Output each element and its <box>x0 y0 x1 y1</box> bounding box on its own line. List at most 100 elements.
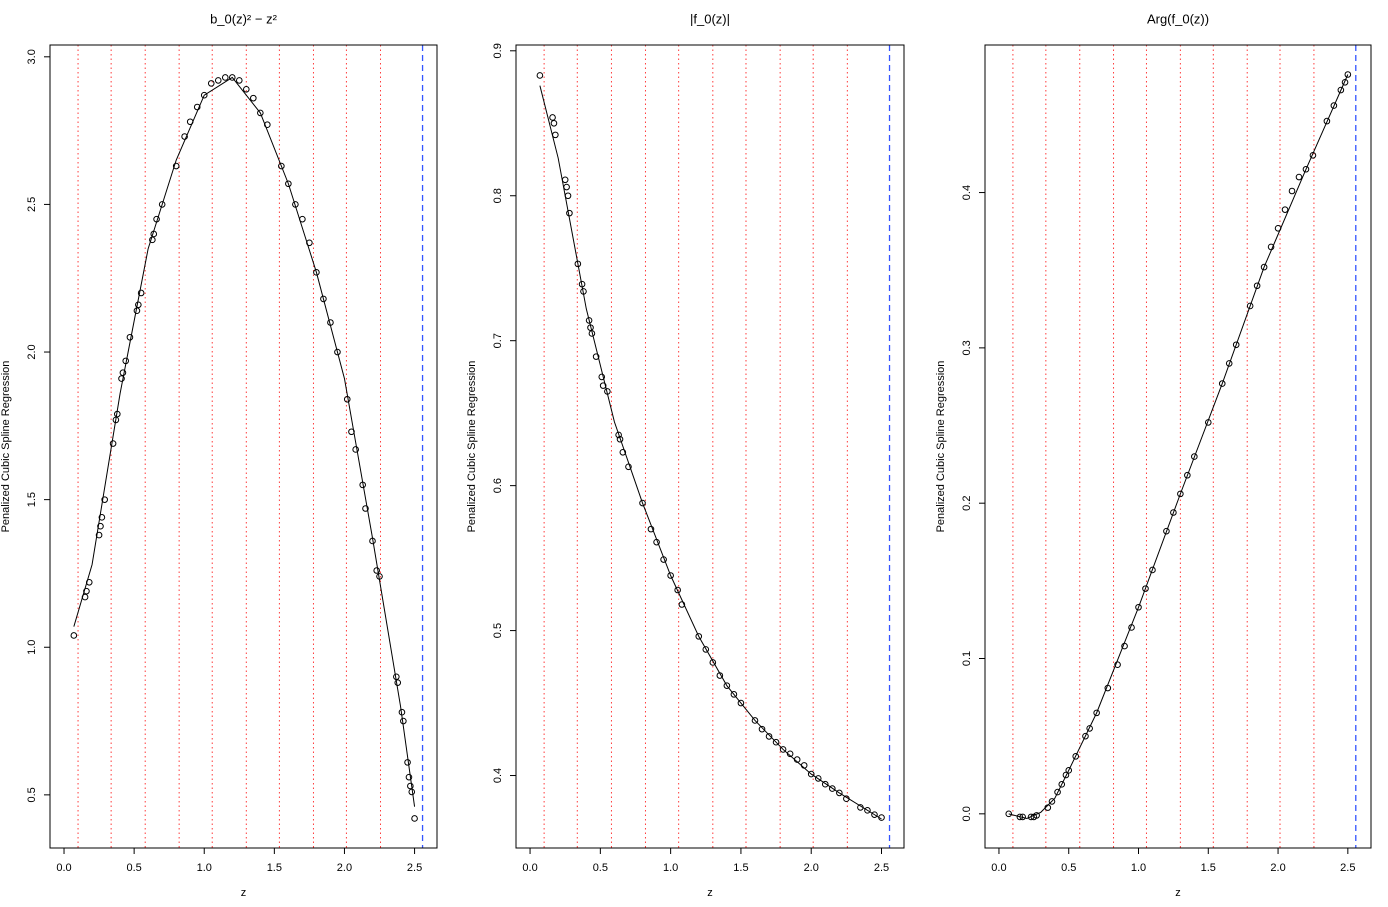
data-point <box>793 756 801 763</box>
data-point <box>235 77 243 84</box>
data-point <box>200 91 208 99</box>
fit-line <box>73 76 416 807</box>
data-point <box>313 269 320 276</box>
data-point <box>1149 566 1156 574</box>
data-point <box>250 94 257 102</box>
data-point <box>119 369 127 376</box>
y-tick-label: 1.5 <box>26 492 38 507</box>
data-point <box>737 699 745 707</box>
data-point <box>228 74 236 81</box>
fit-line <box>1008 74 1349 820</box>
data-point <box>411 815 418 822</box>
x-axis-label: z <box>1175 887 1181 899</box>
data-point <box>1218 380 1226 387</box>
data-point <box>871 811 878 818</box>
data-point <box>327 319 334 326</box>
data-point <box>1065 767 1073 774</box>
data-point <box>1062 771 1070 779</box>
data-point <box>1184 471 1191 479</box>
y-axis-label: Penalized Cubic Spline Regression <box>466 361 478 533</box>
data-point <box>758 725 766 733</box>
data-point <box>352 446 359 453</box>
data-point <box>563 183 570 191</box>
x-tick-label: 1.0 <box>663 862 678 874</box>
x-tick-label: 0.0 <box>991 862 1006 874</box>
data-point <box>1191 453 1198 460</box>
data-point <box>821 780 829 788</box>
data-point <box>376 573 383 580</box>
chart-title: |f_0(z)| <box>690 11 730 26</box>
data-point <box>779 746 787 753</box>
x-tick-label: 2.0 <box>804 862 819 874</box>
data-point <box>393 673 400 681</box>
data-point <box>408 788 416 796</box>
y-tick-label: 0.4 <box>961 185 973 200</box>
data-point <box>83 587 90 595</box>
data-point <box>1104 684 1112 692</box>
x-tick-label: 2.0 <box>1270 862 1285 874</box>
data-point <box>814 775 822 782</box>
data-point <box>1019 813 1026 821</box>
data-point <box>549 114 556 121</box>
data-point <box>639 499 646 507</box>
data-point <box>1330 102 1338 109</box>
data-point <box>334 348 341 356</box>
data-point <box>550 119 558 127</box>
data-point <box>807 770 815 778</box>
data-point <box>193 103 201 111</box>
data-point <box>1086 725 1093 732</box>
data-point <box>751 717 759 724</box>
data-point <box>1048 798 1056 805</box>
data-point <box>348 428 355 436</box>
data-point <box>1135 603 1142 611</box>
data-point <box>564 192 572 200</box>
data-point <box>101 496 108 503</box>
x-axis-label: z <box>241 887 247 899</box>
data-point <box>1128 624 1135 631</box>
x-tick-label: 1.0 <box>197 862 212 874</box>
data-point <box>400 717 407 725</box>
x-tick-label: 2.5 <box>407 862 422 874</box>
data-point <box>800 762 808 769</box>
data-point <box>118 375 125 382</box>
x-tick-label: 0.0 <box>56 862 71 874</box>
data-point <box>1177 490 1184 498</box>
data-point <box>765 733 773 740</box>
data-point <box>181 133 188 140</box>
data-point <box>1058 781 1066 788</box>
data-point <box>1246 302 1254 310</box>
data-point <box>137 289 145 297</box>
data-point <box>122 357 130 365</box>
data-point <box>114 410 121 418</box>
data-point <box>186 118 194 126</box>
y-tick-label: 0.4 <box>492 768 504 783</box>
x-axis-label: z <box>707 887 713 899</box>
data-point <box>1005 810 1013 818</box>
data-point <box>1093 709 1100 717</box>
data-point <box>1288 187 1296 195</box>
y-tick-label: 0.5 <box>492 623 504 638</box>
data-point <box>1072 753 1080 760</box>
y-tick-label: 1.0 <box>26 640 38 655</box>
data-point <box>587 324 594 331</box>
data-point <box>369 537 376 545</box>
data-point <box>1295 173 1303 181</box>
data-point <box>172 162 180 170</box>
data-point <box>1225 360 1233 367</box>
x-tick-label: 2.0 <box>337 862 352 874</box>
y-tick-label: 0.7 <box>492 333 504 348</box>
data-point <box>306 239 313 247</box>
data-point <box>407 782 414 790</box>
data-point <box>857 804 864 811</box>
y-tick-label: 0.5 <box>26 787 38 802</box>
x-tick-label: 0.5 <box>593 862 608 874</box>
data-point <box>285 180 292 188</box>
y-tick-label: 0.8 <box>492 188 504 203</box>
y-tick-label: 0.6 <box>492 478 504 493</box>
x-tick-label: 2.5 <box>874 862 889 874</box>
data-point <box>552 131 559 139</box>
y-tick-label: 0.9 <box>492 43 504 58</box>
data-point <box>149 236 156 244</box>
data-point <box>592 353 600 360</box>
data-point <box>578 280 586 288</box>
